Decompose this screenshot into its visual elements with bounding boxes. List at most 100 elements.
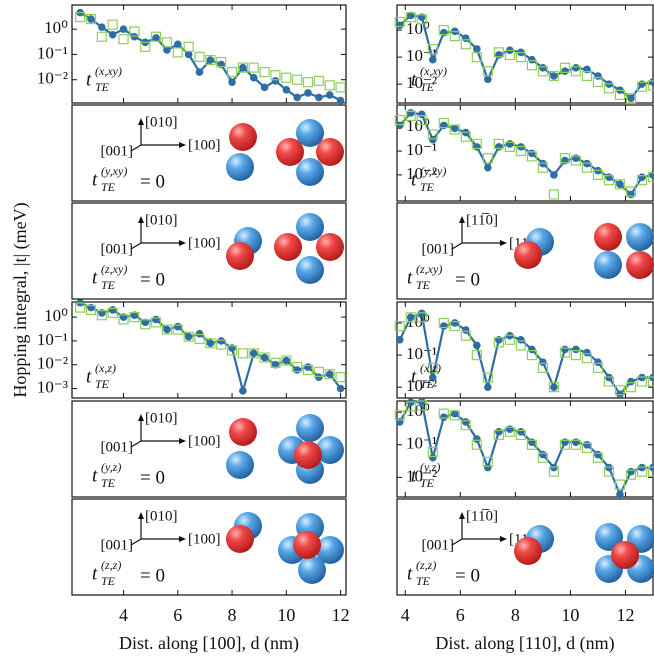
arrow-head xyxy=(138,414,186,444)
data-point xyxy=(484,163,492,172)
orbital-sphere xyxy=(276,138,304,166)
data-point xyxy=(616,490,624,499)
x-tick-label: 4 xyxy=(119,605,128,625)
data-point xyxy=(603,376,615,387)
orbital-sphere xyxy=(293,531,321,559)
orbital-sphere xyxy=(298,556,326,584)
data-point xyxy=(506,425,514,434)
data-point xyxy=(627,467,635,476)
data-point xyxy=(594,450,602,459)
data-point xyxy=(559,153,571,164)
term-superscript: (z,xy) xyxy=(101,262,127,276)
data-point xyxy=(572,438,580,446)
term-subscript: TE xyxy=(420,476,435,490)
data-point xyxy=(647,466,654,477)
x-tick-label: 10 xyxy=(561,605,579,625)
orbital-sphere xyxy=(296,119,324,147)
term-superscript: (x,xy) xyxy=(95,64,122,78)
data-point xyxy=(281,355,292,366)
data-point xyxy=(405,401,416,412)
orbital-sphere xyxy=(274,233,302,261)
panel-frame xyxy=(396,301,654,399)
data-point xyxy=(395,335,404,344)
y-axis-label: Hopping integral, |t| (meV) xyxy=(10,202,31,397)
data-point xyxy=(174,322,182,331)
data-point xyxy=(583,348,591,357)
data-point xyxy=(161,37,173,48)
data-point xyxy=(526,439,537,450)
orbital-sphere xyxy=(611,541,639,569)
term-superscript: (y,xy) xyxy=(101,164,127,178)
data-point xyxy=(417,110,426,119)
x-tick-label: 6 xyxy=(456,605,465,625)
data-point xyxy=(249,73,258,82)
term-subscript: TE xyxy=(101,180,116,194)
data-point xyxy=(561,438,569,446)
term-superscript: (y,z) xyxy=(101,460,121,474)
data-point xyxy=(515,145,526,157)
data-point xyxy=(416,14,427,25)
data-point xyxy=(108,30,117,39)
data-point xyxy=(205,338,216,349)
data-point xyxy=(394,410,405,421)
data-point xyxy=(471,439,482,450)
term-symbol: t xyxy=(92,267,98,288)
data-point xyxy=(217,60,226,69)
data-point xyxy=(324,80,335,91)
data-point xyxy=(206,339,215,348)
data-point xyxy=(172,324,183,335)
term-symbol: t xyxy=(92,563,98,584)
data-point xyxy=(324,369,335,380)
data-point xyxy=(405,12,416,23)
data-point xyxy=(528,149,536,158)
term-subscript: TE xyxy=(420,377,435,391)
data-point xyxy=(460,420,471,431)
axis-direction-label: [010] xyxy=(145,508,178,524)
data-point xyxy=(473,435,481,443)
data-point xyxy=(416,114,427,126)
data-point xyxy=(449,30,460,42)
data-point xyxy=(239,63,247,72)
data-point xyxy=(336,96,345,105)
data-point xyxy=(614,385,626,396)
data-point xyxy=(394,320,405,332)
data-point xyxy=(141,318,150,327)
orbital-sphere xyxy=(226,153,254,181)
data-point xyxy=(460,39,471,50)
data-point xyxy=(493,429,504,441)
data-point xyxy=(594,72,602,80)
data-point xyxy=(228,78,236,86)
data-point xyxy=(271,77,280,85)
term-subscript: TE xyxy=(95,377,110,391)
orbital-sphere xyxy=(296,158,324,186)
data-point xyxy=(271,360,280,369)
data-point xyxy=(539,450,547,459)
data-point xyxy=(394,114,405,126)
orbital-sphere xyxy=(296,213,324,241)
orbital-sphere xyxy=(226,525,254,553)
data-point xyxy=(462,418,470,426)
data-point xyxy=(304,363,312,371)
data-point xyxy=(98,23,106,31)
term-symbol: t xyxy=(411,366,417,387)
y-tick-label: 10⁻¹ xyxy=(37,43,68,62)
orbital-sphere xyxy=(626,223,654,251)
axis-direction-label: [100] xyxy=(188,531,221,547)
data-point xyxy=(462,34,470,43)
data-point xyxy=(636,175,648,186)
data-point xyxy=(493,138,504,149)
term-superscript: (z,z) xyxy=(101,558,121,572)
data-point xyxy=(460,330,471,341)
data-point xyxy=(581,162,593,173)
data-point xyxy=(130,32,139,41)
data-point xyxy=(206,56,215,64)
data-point xyxy=(638,173,646,181)
axis-direction-label: [010] xyxy=(145,410,178,426)
x-tick-label: 10 xyxy=(277,605,295,625)
axis-direction-label: [100] xyxy=(188,433,221,449)
x-axis-label: Dist. along [100], d (nm) xyxy=(119,633,299,654)
data-point xyxy=(336,384,345,393)
data-point xyxy=(87,15,95,23)
data-point xyxy=(605,173,613,181)
data-point xyxy=(572,345,580,354)
